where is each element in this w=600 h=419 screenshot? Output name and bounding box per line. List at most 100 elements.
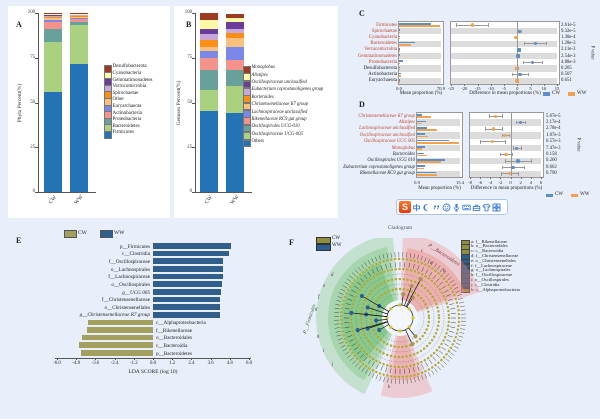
- svg-text:i: i: [323, 349, 325, 354]
- ci-cap: [516, 120, 517, 125]
- lda-bar-label: c__Clostridia: [122, 251, 150, 258]
- ci-cap: [512, 152, 513, 157]
- y-tick: [35, 102, 38, 104]
- mean-bar-cw: [399, 29, 400, 32]
- bar-segment-eubacterium-coprostanoligenes-group: [226, 29, 244, 33]
- ci-cap: [500, 152, 502, 157]
- left-axis-title: Mean proportion (%): [418, 185, 461, 191]
- p-value: 9.32e-5: [561, 28, 576, 34]
- y-tick-label: 75: [30, 55, 35, 61]
- row-stripe: [417, 170, 460, 177]
- toolbox-icon[interactable]: [472, 203, 481, 212]
- y-tick-label: 100: [27, 10, 35, 16]
- chinese-mode-icon[interactable]: [412, 203, 421, 212]
- mean-bar-ww: [417, 154, 427, 157]
- ci-cap: [542, 60, 543, 65]
- y-tick-label: 75: [187, 55, 192, 61]
- legend-label: Bacteroides: [251, 94, 274, 100]
- panel-a-background: [8, 6, 170, 218]
- soft-keyboard-icon[interactable]: [462, 203, 471, 212]
- p-value: 0.205: [561, 66, 572, 71]
- legend-swatch: [243, 117, 251, 125]
- voice-input-icon[interactable]: [452, 203, 461, 212]
- ci-cap: [520, 29, 522, 34]
- clado-legend-label: a: f__Rikenellaceae: [471, 238, 508, 244]
- p-value: 1.38e-4: [561, 35, 576, 40]
- lda-bar-label: o__Christensenellales: [104, 304, 150, 311]
- mean-bar-ww: [417, 141, 459, 144]
- row-stripe: [470, 145, 541, 152]
- lda-bar-label: f__Oscillospiraceae: [108, 258, 150, 265]
- sogou-logo-icon[interactable]: S: [399, 201, 411, 213]
- legend-swatch: [104, 131, 112, 139]
- ci-cap: [502, 165, 504, 170]
- bar-segment-lachnospiraceae-unclassified: [200, 50, 218, 58]
- legend-swatch-cw: [546, 193, 553, 197]
- ci-cap: [518, 79, 520, 83]
- row-stripe: [399, 77, 441, 84]
- emoji-icon[interactable]: [442, 203, 451, 212]
- punctuation-icon[interactable]: [432, 203, 441, 212]
- lda-bar-label: p__Bacteroidetes: [156, 350, 193, 357]
- y-tick: [192, 13, 195, 14]
- lda-bar: [153, 281, 222, 287]
- row-label: Verrucomicrobia: [364, 47, 397, 53]
- axis-tick-label: 0: [516, 85, 519, 91]
- lda-bar: [81, 350, 153, 356]
- bar-segment-spirochaetae: [44, 16, 62, 19]
- clado-legend-label: k: c__Alphaproteobacteria: [471, 286, 520, 292]
- ci-cap: [546, 41, 548, 46]
- legend-swatch-cw: [543, 92, 550, 96]
- legend-label: Actinobacteria: [112, 110, 142, 116]
- p-value: 5.67e-5: [546, 113, 561, 119]
- ci-cap: [531, 159, 533, 163]
- axis-tick: [464, 84, 466, 86]
- skin-icon[interactable]: [482, 203, 491, 212]
- ci-cap: [479, 140, 481, 144]
- lda-bar: [153, 243, 231, 249]
- axis-tick-label: -8: [468, 179, 472, 185]
- difference-dot: [514, 66, 519, 71]
- difference-dot: [493, 114, 498, 118]
- bar-segment-oscillospirales-ucg-010: [226, 70, 244, 87]
- clado-legend-label: j: c__Clostridia: [471, 281, 500, 287]
- mean-bar-cw: [417, 120, 427, 123]
- lda-bar: [79, 342, 153, 349]
- x-tick: [95, 357, 97, 360]
- sogou-ime-toolbar[interactable]: S: [396, 199, 508, 215]
- ci-cap: [501, 127, 503, 131]
- row-stripe: [399, 40, 441, 47]
- legend-label: Monoglobus: [251, 65, 275, 71]
- bar-segment-verrucomicrobia: [44, 15, 62, 17]
- ci-cap: [488, 23, 489, 27]
- p-value: 4.88e-3: [561, 59, 576, 65]
- bar-segment-rikenellaceae-rc9-gut-group: [226, 59, 244, 71]
- x-axis: [38, 192, 96, 193]
- y-tick-label: 25: [30, 144, 35, 150]
- x-tick: [210, 357, 212, 360]
- mean-bar-ww: [399, 43, 412, 46]
- row-label: Bacteroidetes: [370, 41, 397, 47]
- axis-tick: [500, 177, 502, 179]
- difference-dot: [470, 23, 474, 27]
- legend-swatch: [243, 110, 251, 118]
- y-tick: [35, 57, 38, 59]
- half-width-moon-icon[interactable]: [422, 203, 431, 212]
- mean-bar-cw: [417, 126, 428, 129]
- bar-segment-bacteroidetes: [44, 41, 62, 92]
- axis-tick-label: -4: [488, 179, 493, 185]
- mean-bar-cw: [417, 152, 425, 155]
- axis-tick-label: 5: [529, 85, 532, 91]
- more-grid-icon[interactable]: [492, 203, 501, 212]
- legend-swatch: [243, 124, 251, 133]
- p-value: 7.47e-3: [546, 145, 561, 151]
- legend-label: Gemmatimonadetes: [112, 77, 153, 83]
- bar-segment-oscillospiraceae-unclassified: [226, 21, 244, 30]
- mean-bar-ww: [417, 129, 437, 131]
- axis-tick: [451, 84, 452, 86]
- legend-swatch: [243, 95, 251, 103]
- lda-bar-label: o__Lachnospirales: [110, 266, 150, 273]
- legend-label-ww: WW: [332, 243, 342, 248]
